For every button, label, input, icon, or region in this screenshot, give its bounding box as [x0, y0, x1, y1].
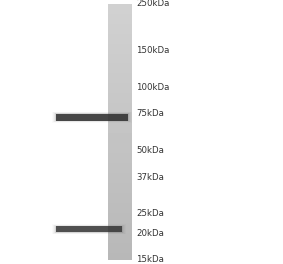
- Bar: [55, 113, 129, 121]
- Text: 50kDa: 50kDa: [136, 146, 164, 155]
- Bar: [54, 113, 130, 122]
- Bar: [52, 224, 126, 234]
- Text: 100kDa: 100kDa: [136, 83, 169, 92]
- Text: 20kDa: 20kDa: [136, 229, 164, 238]
- Bar: [55, 226, 123, 233]
- Bar: [56, 227, 122, 232]
- Text: 15kDa: 15kDa: [136, 256, 164, 264]
- Bar: [56, 114, 128, 121]
- Text: 37kDa: 37kDa: [136, 173, 164, 182]
- Bar: [53, 112, 131, 122]
- Text: 250kDa: 250kDa: [136, 0, 169, 8]
- Text: 25kDa: 25kDa: [136, 209, 164, 218]
- Bar: [52, 112, 132, 123]
- Text: 150kDa: 150kDa: [136, 46, 169, 55]
- Bar: [53, 225, 125, 234]
- Bar: [54, 225, 124, 233]
- Text: 75kDa: 75kDa: [136, 109, 164, 118]
